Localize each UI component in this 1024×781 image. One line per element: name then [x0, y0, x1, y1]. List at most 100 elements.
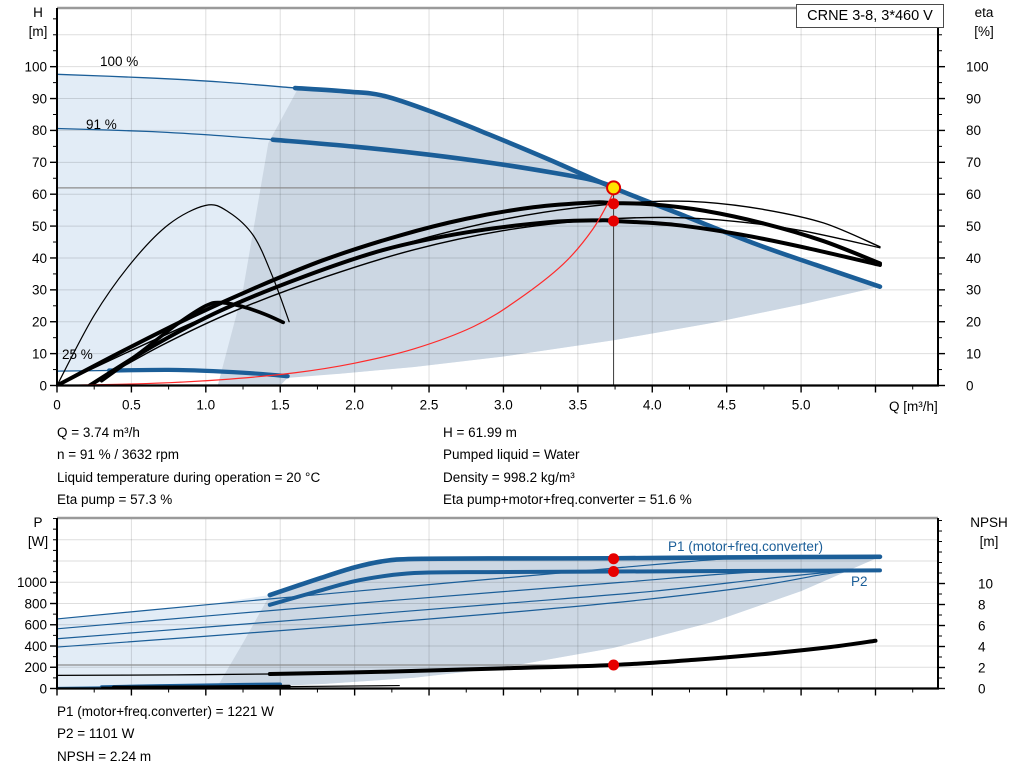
h-axis-label: H — [33, 5, 43, 20]
npsh-axis-label: NPSH — [970, 515, 1008, 530]
eta-axis-unit: [%] — [974, 24, 994, 39]
npsh-25-thick — [111, 684, 291, 689]
tick-label: 100 — [966, 59, 989, 74]
info-liquid: Pumped liquid = Water — [443, 447, 580, 463]
tick-label: 70 — [966, 155, 981, 170]
tick-label: 20 — [966, 315, 981, 330]
bottom-chart: 0 200 400 600 800 1000 0 2 4 6 8 10 — [17, 516, 993, 696]
info-n: n = 91 % / 3632 rpm — [57, 447, 179, 463]
h-curve-100-thick — [292, 85, 883, 289]
p-axis-label: P — [33, 515, 43, 530]
q-axis-label: Q [m³/h] — [889, 399, 938, 414]
tick-label: 1.5 — [271, 398, 290, 413]
h-curve-25-thick — [106, 367, 290, 379]
tick-label: 3.5 — [568, 398, 587, 413]
tick-label: 0 — [966, 378, 974, 393]
tick-label: 1000 — [17, 575, 47, 590]
info-eta-pump: Eta pump = 57.3 % — [57, 492, 173, 508]
h-curve-91-thin — [57, 127, 274, 141]
tick-label: 50 — [966, 219, 981, 234]
eta-pump-25-curve — [57, 204, 290, 386]
tick-label: 50 — [32, 219, 47, 234]
info-p2: P2 = 1101 W — [57, 726, 135, 742]
info-h: H = 61.99 m — [443, 425, 517, 440]
power-envelope-fill — [216, 556, 880, 689]
tick-label: 30 — [966, 283, 981, 298]
npsh-axis-unit: [m] — [979, 534, 999, 549]
top-chart-plot — [57, 8, 938, 386]
tick-label: 2 — [978, 660, 986, 675]
tick-label: 90 — [966, 91, 981, 106]
p2-curve-thick — [267, 568, 882, 607]
p2-91-thin — [57, 570, 854, 648]
p1-point — [608, 553, 620, 565]
system-curve — [57, 192, 615, 386]
eta-total-91-curve — [87, 218, 882, 386]
tick-label: 600 — [24, 618, 47, 633]
tick-label: 4.0 — [643, 398, 662, 413]
tick-label: 6 — [978, 618, 986, 633]
info-p1: P1 (motor+freq.converter) = 1221 W — [57, 704, 274, 719]
info-density: Density = 998.2 kg/m³ — [443, 469, 575, 485]
npsh-100-thin — [57, 673, 271, 677]
tick-label: 2.5 — [420, 398, 439, 413]
tick-label: 800 — [24, 596, 47, 611]
tick-label: 0.5 — [122, 398, 141, 413]
h-axis-unit: [m] — [28, 24, 48, 39]
top-chart: 0 10 20 30 40 50 60 70 80 90 100 0 10 20 30 40 50 60 70 80 9… — [24, 6, 989, 413]
speed-25-label: 25 % — [62, 347, 93, 362]
tick-label: 0 — [53, 398, 61, 413]
tick-label: 90 — [32, 91, 47, 106]
tick-label: 8 — [978, 597, 986, 612]
duty-point[interactable] — [606, 180, 622, 196]
pump-title-box: CRNE 3-8, 3*460 V — [796, 4, 944, 28]
tick-label: 70 — [32, 155, 47, 170]
eta-pump-91-curve — [57, 200, 882, 386]
tick-label: 4.5 — [717, 398, 736, 413]
info-q: Q = 3.74 m³/h — [57, 425, 140, 440]
p2-point — [608, 566, 620, 578]
p1-91-thin — [57, 569, 881, 640]
tick-label: 0 — [39, 681, 47, 696]
tick-label: 5.0 — [792, 398, 811, 413]
eta-total-25-curve — [99, 300, 286, 383]
tick-label: 2.0 — [345, 398, 364, 413]
eta-axis-label: eta — [974, 5, 994, 20]
h-curve-91-thick — [270, 137, 616, 190]
eta-total-point — [608, 215, 620, 227]
tick-label: 80 — [32, 123, 47, 138]
eta-pump-point — [608, 198, 620, 210]
tick-label: 10 — [978, 576, 993, 591]
tick-label: 10 — [32, 346, 47, 361]
p1-curve-thick — [267, 554, 883, 598]
info-npsh: NPSH = 2.24 m — [57, 748, 152, 764]
tick-label: 80 — [966, 123, 981, 138]
tick-label: 40 — [966, 251, 981, 266]
tick-label: 60 — [32, 187, 47, 202]
tick-label: 0 — [39, 378, 47, 393]
duty-info-right: H = 61.99 m Pumped liquid = Water Densit… — [443, 422, 692, 512]
npsh-curve-thick — [267, 638, 878, 677]
p1-curve-label: P1 (motor+freq.converter) — [668, 539, 823, 554]
p-axis-unit: [W] — [27, 534, 49, 549]
speed-100-label: 100 % — [100, 54, 139, 69]
eta-total-100-curve — [89, 216, 881, 386]
h-curve-100-thin — [57, 73, 296, 89]
tick-label: 40 — [32, 251, 47, 266]
tick-label: 200 — [24, 660, 47, 675]
tick-label: 30 — [32, 283, 47, 298]
tick-label: 4 — [978, 639, 986, 654]
tick-label: 60 — [966, 187, 981, 202]
npsh-point — [608, 659, 620, 671]
tick-label: 1.0 — [196, 398, 215, 413]
operating-envelope-fill — [217, 88, 880, 386]
info-temp: Liquid temperature during operation = 20… — [57, 469, 321, 485]
power-info: P1 (motor+freq.converter) = 1221 W P2 = … — [57, 701, 274, 768]
p2-curve-label: P2 — [851, 574, 868, 589]
duty-info-left: Q = 3.74 m³/h n = 91 % / 3632 rpm Liquid… — [57, 422, 320, 512]
tick-label: 0 — [978, 681, 986, 696]
tick-label: 10 — [966, 346, 981, 361]
speed-91-label: 91 % — [86, 117, 117, 132]
